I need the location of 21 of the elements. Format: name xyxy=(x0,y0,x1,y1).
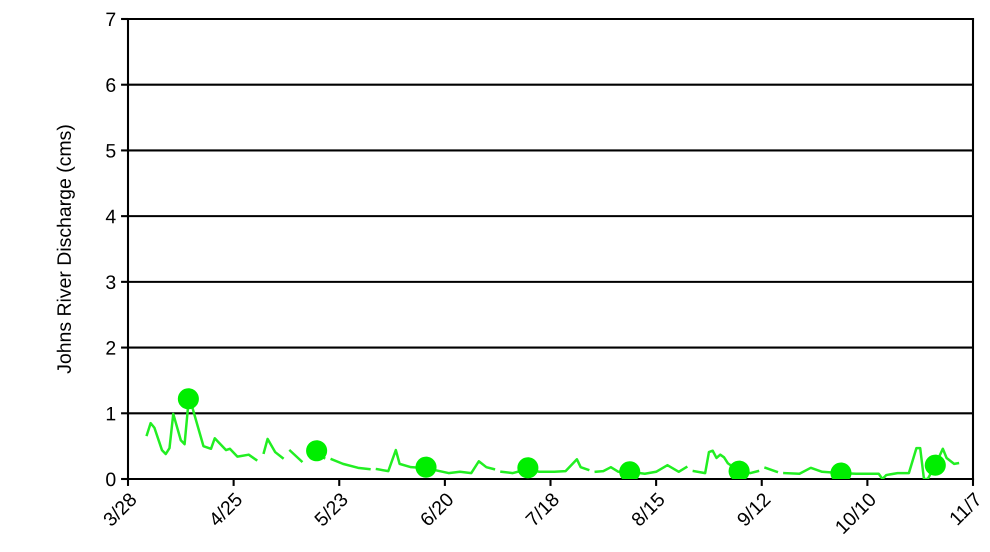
y-tick-label: 4 xyxy=(106,210,116,224)
point xyxy=(306,440,328,462)
x-tick-label: 4/25 xyxy=(207,491,244,528)
x-tick-label: 5/23 xyxy=(313,491,349,528)
point xyxy=(178,388,199,410)
point xyxy=(517,457,538,478)
x-tick-label: 6/20 xyxy=(418,491,454,527)
x-tick-label: 8/15 xyxy=(630,491,666,528)
x-tick-label: 9/12 xyxy=(736,491,772,528)
y-tick-label: 5 xyxy=(106,144,116,158)
y-tick-label: 1 xyxy=(106,406,116,420)
x-tick-label: 3/28 xyxy=(102,491,138,528)
y-tick-label: 0 xyxy=(106,472,116,486)
point xyxy=(415,456,437,478)
y-tick-label: 7 xyxy=(106,12,116,26)
x-tick-label: 7/18 xyxy=(524,491,560,527)
point xyxy=(924,454,946,476)
y-tick-label: 2 xyxy=(106,341,116,355)
y-axis-title: Johns River Discharge (cms) xyxy=(56,125,75,374)
y-tick-label: 6 xyxy=(106,78,116,92)
y-tick-label: 3 xyxy=(106,275,116,290)
